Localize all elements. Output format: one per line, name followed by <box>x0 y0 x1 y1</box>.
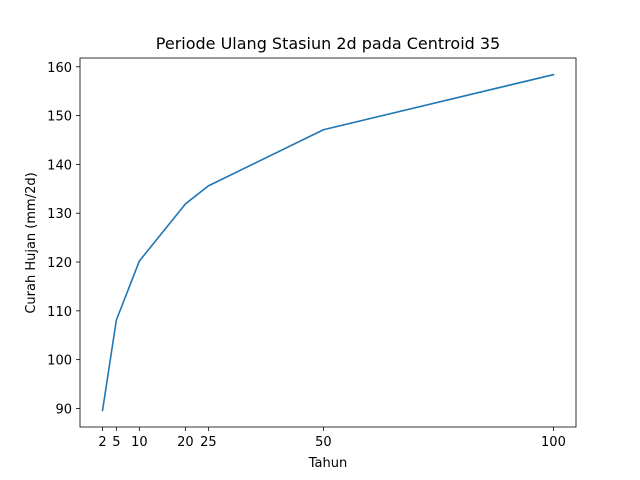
x-tick-label: 10 <box>131 435 148 450</box>
x-tick-label: 100 <box>541 435 566 450</box>
x-axis-label: Tahun <box>308 456 347 471</box>
y-tick-label: 140 <box>47 158 72 173</box>
x-tick-label: 50 <box>315 435 332 450</box>
y-tick-label: 160 <box>47 61 72 76</box>
plot-area <box>79 57 577 428</box>
y-tick-label: 100 <box>47 354 72 369</box>
x-tick-label: 25 <box>200 435 217 450</box>
series-layer <box>101 73 555 412</box>
y-tick-label: 90 <box>55 402 72 417</box>
x-tick-label: 5 <box>112 435 120 450</box>
x-tick-label: 20 <box>177 435 194 450</box>
y-axis-ticks: 90 100 110 120 130 140 150 160 <box>47 61 80 417</box>
y-tick-label: 150 <box>47 110 72 125</box>
chart-title: Periode Ulang Stasiun 2d pada Centroid 3… <box>156 34 500 53</box>
x-tick-label: 2 <box>98 435 106 450</box>
y-axis-label: Curah Hujan (mm/2d) <box>24 172 39 313</box>
y-tick-label: 120 <box>47 256 72 271</box>
axes-frame <box>79 57 577 428</box>
y-tick-label: 130 <box>47 207 72 222</box>
y-tick-label: 110 <box>47 305 72 320</box>
x-axis-ticks: 2 5 10 20 25 50 100 <box>98 427 566 450</box>
